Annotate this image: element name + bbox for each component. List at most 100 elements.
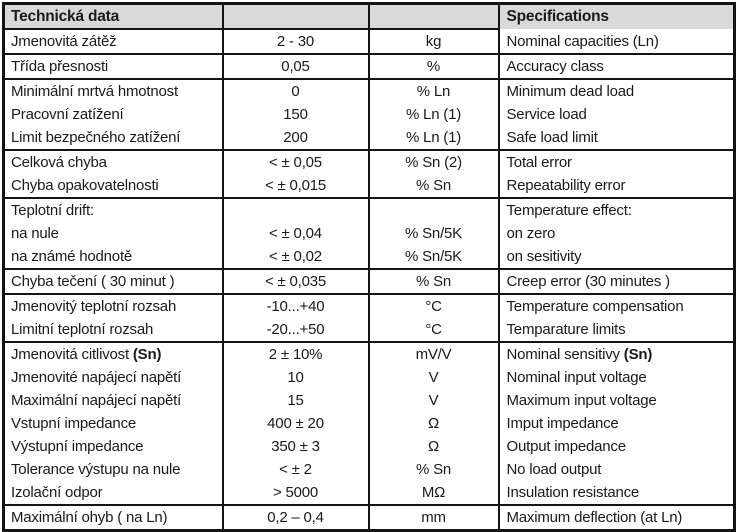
unit-cell: V: [367, 366, 499, 389]
unit-cell: % Ln (1): [367, 126, 499, 151]
table-row: Výstupní impedance 350 ± 3 Ω Output impedan…: [4, 435, 735, 458]
czech-label-cell: Jmenovitá citlivost (Sn): [11, 346, 162, 363]
table-row: Maximální ohyb ( na Ln) 0,2 – 0,4 mm Maximu…: [4, 505, 735, 531]
czech-label-cell: Jmenovitá zátěž: [3, 29, 223, 55]
czech-label-cell: Limitní teplotní rozsah: [3, 318, 223, 343]
table-row: Limitní teplotní rozsah -20...+50 °C Tempar…: [3, 318, 735, 343]
english-label-cell: Service load: [497, 103, 735, 126]
english-label-cell: Temparature limits: [497, 318, 735, 343]
czech-label-cell: Výstupní impedance: [11, 438, 144, 455]
table-row: Jmenovité napájecí napětí 10 V Nominal inpu…: [4, 366, 735, 389]
czech-label-cell: Maximální ohyb ( na Ln): [11, 509, 168, 526]
table-row: Chyba opakovatelnosti < ± 0,015% Sn Repeat…: [3, 174, 735, 199]
header-unit-cell: [367, 3, 499, 30]
czech-label-cell: Vstupní impedance: [11, 415, 137, 432]
table-row: Jmenovitá zátěž 2 - 30 kg Nominal capacitie…: [3, 29, 735, 55]
table-body: Jmenovitá zátěž 2 - 30 kg Nominal capacitie…: [3, 29, 735, 531]
value-cell: -10...+40: [221, 294, 369, 318]
czech-label-cell: Izolační odpor: [3, 481, 223, 506]
english-label-cell: Nominal input voltage: [497, 366, 735, 389]
czech-label-cell: Jmenovitý teplotní rozsah: [11, 298, 177, 315]
unit-cell: °C: [367, 294, 499, 318]
czech-label-cell: Chyba opakovatelnosti: [3, 174, 223, 199]
english-label-cell: Maximum deflection (at Ln): [497, 505, 735, 531]
value-cell: 15: [221, 389, 369, 412]
header-english-title: Specifications: [497, 3, 735, 29]
value-cell: 0: [221, 79, 369, 103]
header-row: Technická data Specifications: [3, 3, 735, 30]
english-label-cell: No load output: [497, 458, 735, 481]
unit-cell: % Ln (1): [367, 103, 499, 126]
unit-cell: % Sn/5K: [367, 222, 499, 245]
value-cell: < ± 0,035: [221, 269, 369, 295]
value-cell: 0,05: [221, 54, 369, 80]
value-cell: 10: [221, 366, 369, 389]
table-row: Izolační odpor > 5000 MΩ Insulation resista…: [3, 481, 735, 506]
value-cell: 400 ± 20: [221, 412, 369, 435]
english-label-cell: Total error: [497, 150, 735, 174]
header-value-cell: [221, 3, 369, 30]
english-label-cell: Minimum dead load: [497, 79, 735, 103]
unit-cell: % Sn (2): [367, 150, 499, 174]
table-row: Maximální napájecí napětí 15 V Maximum inpu…: [4, 389, 735, 412]
value-cell: > 5000: [221, 481, 369, 506]
value-cell: 200: [221, 126, 369, 151]
value-cell: 350 ± 3: [221, 435, 369, 458]
english-label-cell: Creep error (30 minutes ): [497, 269, 735, 295]
value-cell: 0,2 – 0,4: [221, 505, 369, 531]
table-row: Vstupní impedance 400 ± 20 Ω Imput impedanc…: [4, 412, 735, 435]
english-label-cell: Output impedance: [497, 435, 735, 458]
table-row: Jmenovitý teplotní rozsah -10...+40 °C Temp…: [4, 294, 735, 318]
unit-cell: Ω: [367, 435, 499, 458]
table-row: Teplotní drift: Temperature effect:: [4, 198, 735, 222]
header-czech-title: Technická data: [3, 3, 223, 30]
english-label-cell: Accuracy class: [497, 54, 735, 80]
unit-cell: Ω: [367, 412, 499, 435]
table-row: Limit bezpečného zatížení 200% Ln (1) Safe…: [3, 126, 735, 151]
unit-cell: % Sn: [367, 269, 499, 295]
english-label-cell: Temperature effect:: [497, 198, 735, 222]
value-cell: < ± 2: [221, 458, 369, 481]
czech-label-cell: Teplotní drift:: [11, 202, 94, 219]
czech-label-cell: Limit bezpečného zatížení: [3, 126, 223, 151]
value-cell: < ± 0,015: [221, 174, 369, 199]
english-label-cell: Safe load limit: [497, 126, 735, 151]
english-label-cell: on sesitivity: [497, 245, 735, 270]
unit-cell: °C: [367, 318, 499, 343]
table-row: Jmenovitá citlivost (Sn) 2 ± 10% mV/V Nomin…: [4, 342, 735, 366]
czech-label-cell: Minimální mrtvá hmotnost: [11, 83, 178, 100]
table-row: Minimální mrtvá hmotnost 0% Ln Minimum dea…: [4, 79, 735, 103]
table-row: na nule < ± 0,04% Sn/5K on zero: [4, 222, 735, 245]
english-label-cell: Insulation resistance: [497, 481, 735, 506]
english-label-cell: Repeatability error: [497, 174, 735, 199]
english-label-cell: Imput impedance: [497, 412, 735, 435]
table-row: Celková chyba < ± 0,05% Sn (2) Total error: [4, 150, 735, 174]
czech-label-cell: Tolerance výstupu na nule: [11, 461, 181, 478]
unit-cell: kg: [367, 29, 499, 55]
table-row: na známé hodnotě < ± 0,02% Sn/5K on sesiti…: [3, 245, 735, 270]
czech-label-cell: Jmenovité napájecí napětí: [11, 369, 182, 386]
value-cell: < ± 0,02: [221, 245, 369, 270]
unit-cell: V: [367, 389, 499, 412]
unit-cell: % Ln: [367, 79, 499, 103]
english-label-cell: Maximum input voltage: [497, 389, 735, 412]
czech-label-cell: na nule: [11, 225, 59, 242]
table-row: Pracovní zatížení 150% Ln (1) Service load: [4, 103, 735, 126]
czech-label-cell: Chyba tečení ( 30 minut ): [3, 269, 223, 295]
table-row: Chyba tečení ( 30 minut ) < ± 0,035% Sn Cr…: [3, 269, 735, 295]
czech-label-cell: na známé hodnotě: [3, 245, 223, 270]
table-header: Technická data Specifications: [3, 3, 735, 30]
czech-label-cell: Třída přesnosti: [3, 54, 223, 80]
value-cell: < ± 0,05: [221, 150, 369, 174]
czech-label-cell: Celková chyba: [11, 154, 107, 171]
unit-cell: % Sn: [367, 174, 499, 199]
unit-cell: %: [367, 54, 499, 80]
value-cell: < ± 0,04: [221, 222, 369, 245]
unit-cell: mV/V: [367, 342, 499, 366]
value-cell: 150: [221, 103, 369, 126]
czech-label-cell: Pracovní zatížení: [11, 106, 124, 123]
czech-label-cell: Maximální napájecí napětí: [11, 392, 182, 409]
value-cell: 2 - 30: [221, 29, 369, 55]
english-label-cell: Nominal capacities (Ln): [497, 29, 735, 55]
